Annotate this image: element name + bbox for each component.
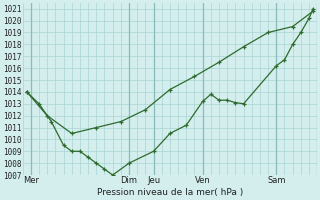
X-axis label: Pression niveau de la mer( hPa ): Pression niveau de la mer( hPa ) bbox=[97, 188, 243, 197]
